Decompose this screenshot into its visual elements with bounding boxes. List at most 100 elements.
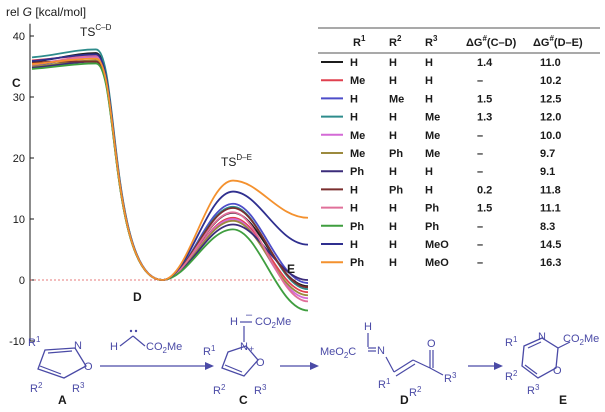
bond — [429, 367, 444, 376]
ylide-charge-minus: – — [246, 309, 253, 321]
cell-dg-cd: 0.2 — [477, 184, 492, 196]
atom-O: O — [84, 361, 93, 373]
cell-dg-cd: 1.4 — [477, 57, 493, 69]
substituent-R3: R3 — [444, 371, 457, 385]
cell-dg-cd: – — [477, 221, 483, 233]
atom-O: O — [553, 365, 562, 377]
cell-dg-cd: – — [477, 130, 483, 142]
cell-dg-de: 10.2 — [540, 75, 561, 87]
y-axis-label: rel G [kcal/mol] — [6, 5, 86, 19]
y-tick-label: 0 — [19, 275, 25, 287]
table-rows: H H H 1.4 11.0Me H H –10.2H Me H 1.5 12.5H H Me 1.3 12.… — [321, 57, 561, 269]
legend-table: R1 R2 R3 ΔG#(C–D) ΔG#(D–E) H H H 1.4 11.0Me H… — [318, 27, 600, 269]
lone-pair-dot — [129, 329, 133, 333]
substituent-R2: R2 — [30, 381, 43, 395]
cell-r2: H — [389, 75, 397, 87]
cell-r3: Ph — [425, 203, 439, 215]
cell-r1: H — [350, 184, 358, 196]
cell-r2: H — [389, 166, 397, 178]
label-A: A — [58, 393, 67, 407]
atom-O: O — [427, 338, 436, 350]
cell-r2: H — [389, 221, 397, 233]
bond — [557, 341, 571, 349]
cell-r3: H — [425, 57, 433, 69]
cell-r1: Ph — [350, 221, 364, 233]
bond — [524, 364, 538, 375]
cell-dg-cd: – — [477, 75, 483, 87]
arrowhead — [205, 362, 214, 370]
cell-r2: H — [389, 257, 397, 269]
header-r1: R1 — [353, 34, 366, 49]
cell-dg-de: 16.3 — [540, 257, 561, 269]
cell-dg-de: 9.7 — [540, 148, 555, 160]
cell-r3: Me — [425, 130, 440, 142]
cell-r1: Me — [350, 130, 365, 142]
header-r3: R3 — [425, 34, 438, 49]
cell-r3: MeO — [425, 239, 449, 251]
label-C: C — [239, 393, 248, 407]
state-label-D: D — [133, 290, 142, 304]
substituent-R1: R1 — [505, 335, 518, 349]
cell-r1: Ph — [350, 257, 364, 269]
bond — [527, 341, 542, 349]
cell-dg-cd: – — [477, 239, 483, 251]
atom-O: O — [256, 357, 265, 369]
energy-curves — [31, 48, 309, 312]
cell-r1: H — [350, 57, 358, 69]
state-label-C: C — [12, 76, 21, 90]
substituent-R2: R2 — [409, 385, 422, 399]
y-tick-label: 40 — [13, 31, 25, 43]
bond — [132, 335, 146, 347]
cell-r3: H — [425, 166, 433, 178]
atom-N: N — [377, 345, 385, 357]
energy-curve-12 — [31, 57, 309, 281]
bond — [395, 363, 416, 377]
bond — [39, 365, 62, 375]
cell-dg-de: 12.5 — [540, 93, 561, 105]
y-tick-label: 30 — [13, 92, 25, 104]
ts-label-c-d: TSC–D — [80, 23, 112, 39]
cell-r3: Ph — [425, 221, 439, 233]
cell-r1: H — [350, 93, 358, 105]
cell-r3: Me — [425, 148, 440, 160]
substituent-R2: R2 — [213, 383, 226, 397]
substituent-R3: R3 — [254, 383, 267, 397]
bond — [47, 350, 73, 354]
arrowhead — [494, 362, 503, 370]
label-E: E — [559, 393, 567, 407]
cell-dg-de: 8.3 — [540, 221, 555, 233]
cell-dg-de: 12.0 — [540, 112, 561, 124]
header-dg-cd: ΔG#(C–D) — [466, 34, 517, 49]
atom-N: N — [240, 341, 248, 353]
cell-dg-de: 9.1 — [540, 166, 555, 178]
bond — [385, 356, 395, 373]
carbene-ester: CO2Me — [146, 341, 182, 355]
cell-r3: MeO — [425, 257, 449, 269]
cell-r2: H — [389, 130, 397, 142]
cell-dg-de: 14.5 — [540, 239, 561, 251]
energy-curve-5 — [31, 56, 309, 300]
isoxazole-ring-A — [37, 347, 87, 379]
cell-dg-cd: 1.5 — [477, 93, 492, 105]
isoxazolium-ring-C — [221, 345, 259, 377]
bond — [224, 364, 243, 373]
substituent-R2: R2 — [505, 369, 518, 383]
substituent-R1: R1 — [378, 377, 391, 391]
substituent-R1: R1 — [28, 335, 41, 349]
header-r2: R2 — [389, 34, 402, 49]
structure-D: H MeO2C N O R1 R2 R3 D — [320, 321, 503, 407]
energy-curve-2 — [31, 54, 309, 294]
bond — [393, 359, 414, 373]
cell-r2: H — [389, 203, 397, 215]
atom-H: H — [364, 321, 372, 333]
structure-A: N O R1 R2 R3 A — [28, 335, 93, 407]
energy-curve-6 — [31, 59, 309, 297]
cell-r1: H — [350, 203, 358, 215]
energy-curve-10 — [31, 62, 309, 312]
ester-group: MeO2C — [320, 346, 356, 360]
cell-dg-cd: 1.3 — [477, 112, 492, 124]
bond — [412, 359, 431, 369]
cell-r2: H — [389, 57, 397, 69]
y-tick-label: 10 — [13, 214, 25, 226]
